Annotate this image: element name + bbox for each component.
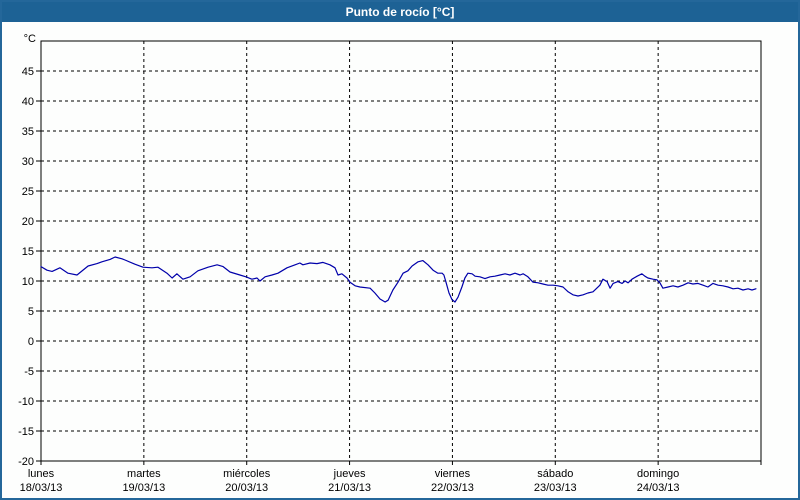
- y-axis-tick-label: 0: [28, 336, 34, 348]
- x-axis-date-label: 21/03/13: [328, 482, 371, 494]
- x-axis-day-label: viernes: [435, 468, 471, 480]
- x-axis-day-label: martes: [127, 468, 161, 480]
- chart-title: Punto de rocío [°C]: [345, 5, 455, 19]
- x-axis-date-label: 22/03/13: [431, 482, 474, 494]
- x-axis-day-label: miércoles: [223, 468, 271, 480]
- chart-title-bar: Punto de rocío [°C]: [2, 2, 798, 22]
- y-axis-tick-label: -10: [18, 396, 34, 408]
- x-axis-day-label: domingo: [637, 468, 679, 480]
- y-axis-tick-label: 40: [22, 96, 34, 108]
- x-axis-date-label: 23/03/13: [534, 482, 577, 494]
- y-axis-tick-label: 15: [22, 246, 34, 258]
- y-axis-tick-label: 35: [22, 126, 34, 138]
- y-axis-unit-label: °C: [24, 33, 36, 45]
- x-axis-date-label: 20/03/13: [225, 482, 268, 494]
- y-axis-tick-label: 20: [22, 216, 34, 228]
- dewpoint-series-line: [40, 256, 757, 303]
- y-axis-tick-label: 30: [22, 156, 34, 168]
- y-axis-tick-label: 45: [22, 66, 34, 78]
- x-axis-date-label: 19/03/13: [122, 482, 165, 494]
- x-axis-day-label: jueves: [333, 468, 366, 480]
- x-axis-day-label: sábado: [537, 468, 573, 480]
- y-axis-tick-label: -20: [18, 456, 34, 468]
- x-axis-date-label: 24/03/13: [637, 482, 680, 494]
- y-axis-tick-label: 25: [22, 186, 34, 198]
- x-axis-day-label: lunes: [28, 468, 55, 480]
- x-axis-date-label: 18/03/13: [20, 482, 63, 494]
- y-axis-tick-label: 10: [22, 276, 34, 288]
- y-axis-tick-label: 5: [28, 306, 34, 318]
- y-axis-tick-label: -15: [18, 426, 34, 438]
- y-axis-tick-label: -5: [24, 366, 34, 378]
